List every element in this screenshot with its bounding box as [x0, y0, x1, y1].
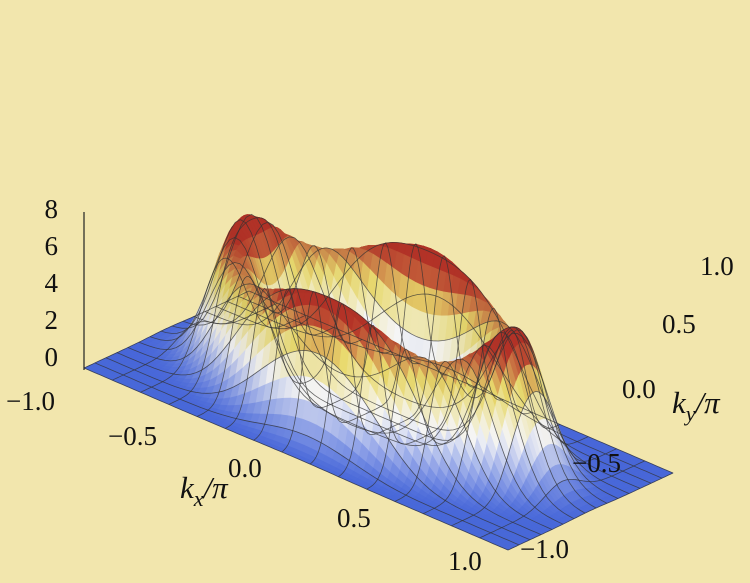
mesh-line	[116, 288, 542, 535]
mesh-line	[138, 262, 564, 525]
x-tick-label: −1.0	[6, 386, 55, 416]
mesh-line	[338, 278, 504, 478]
mesh-line	[171, 213, 597, 509]
mesh-line	[127, 283, 553, 530]
z-tick-label: 0	[45, 342, 59, 372]
x-axis-ticks: −1.0 −0.5 0.0 0.5 1.0	[6, 386, 482, 576]
y-tick-label: −0.5	[572, 448, 621, 478]
mesh-line	[507, 472, 674, 551]
y-tick-label: 0.5	[662, 309, 696, 339]
mesh-line	[105, 349, 531, 541]
mesh-line	[112, 302, 278, 381]
mesh-line	[394, 330, 561, 502]
mesh-line	[366, 308, 532, 490]
mesh-line	[479, 460, 645, 539]
x-tick-label: 0.5	[337, 503, 371, 533]
mesh-line	[225, 247, 391, 429]
surface-mesh	[83, 214, 674, 551]
mesh-line	[196, 245, 363, 417]
mesh-line	[160, 219, 586, 514]
z-tick-label: 8	[45, 194, 59, 224]
x-tick-label: −0.5	[108, 421, 157, 451]
mesh-line	[94, 362, 520, 546]
mesh-line	[451, 391, 617, 527]
mesh-line	[423, 326, 589, 514]
mesh-line	[237, 295, 663, 479]
z-tick-label: 4	[45, 268, 59, 298]
y-axis-ticks: −1.0 −0.5 0.0 0.5 1.0	[520, 251, 734, 564]
mesh-lines	[83, 213, 674, 551]
mesh-line	[215, 242, 641, 489]
z-axis-ticks: 8 6 4 2 0	[45, 194, 59, 372]
y-axis-label: ky/π	[672, 385, 721, 426]
y-tick-label: 0.0	[622, 374, 656, 404]
mesh-line	[83, 290, 250, 369]
mesh-line	[168, 217, 334, 405]
x-tick-label: 1.0	[448, 546, 482, 576]
z-tick-label: 2	[45, 305, 59, 335]
x-tick-label: 0.0	[228, 453, 262, 483]
mesh-line	[281, 243, 447, 453]
mesh-line	[83, 367, 509, 551]
mesh-line	[193, 236, 619, 499]
x-axis-label: kx/π	[180, 470, 229, 511]
mesh-line	[182, 221, 608, 504]
mesh-line	[226, 293, 652, 484]
mesh-line	[309, 255, 476, 465]
y-tick-label: 1.0	[700, 251, 734, 281]
mesh-line	[248, 290, 674, 474]
y-tick-label: −1.0	[520, 534, 569, 564]
z-tick-label: 6	[45, 231, 59, 261]
mesh-line	[204, 247, 630, 494]
